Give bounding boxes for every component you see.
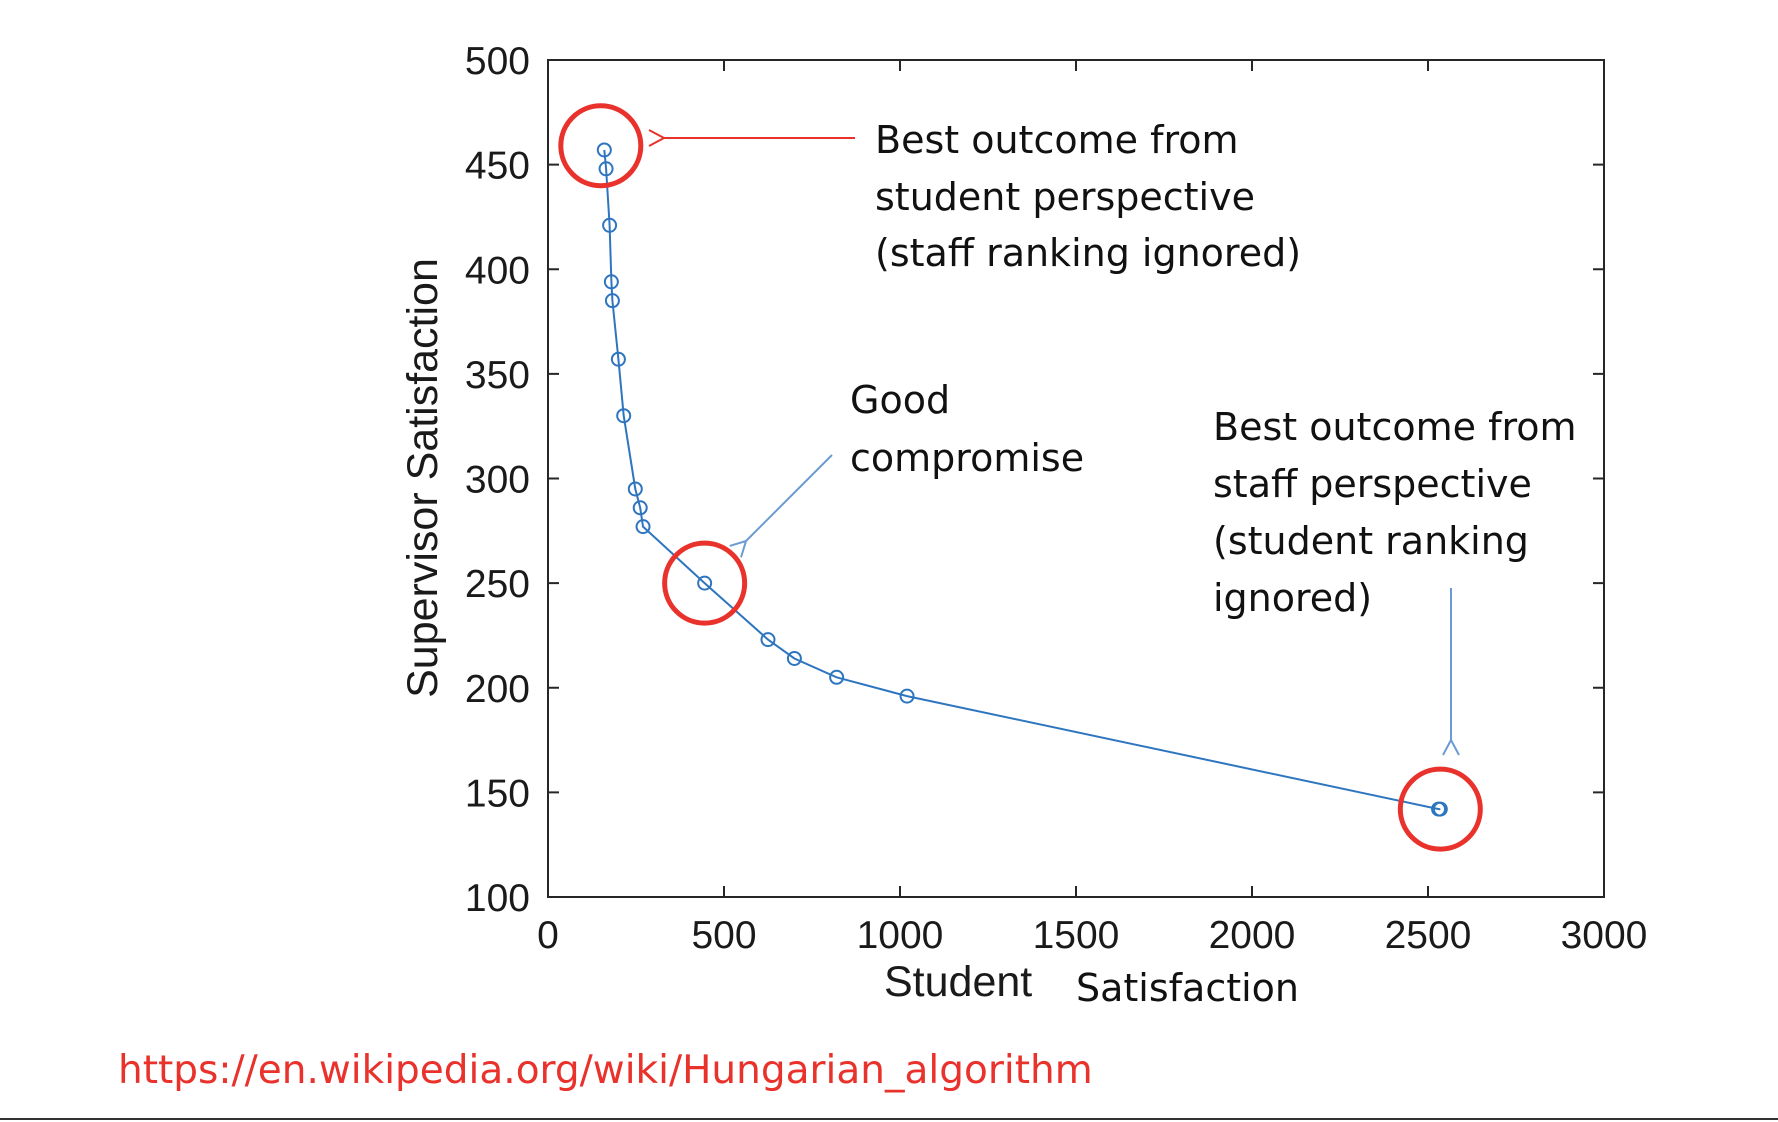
annotation-student-line-2: student perspective xyxy=(875,175,1255,219)
annotation-good-compromise: Good compromise xyxy=(729,378,1084,558)
data-point xyxy=(610,351,626,367)
data-point xyxy=(829,669,845,685)
annotation-compromise-line-2: compromise xyxy=(850,436,1084,480)
y-tick-label: 300 xyxy=(465,459,530,502)
data-point xyxy=(899,688,915,704)
data-series xyxy=(596,142,1448,817)
annotation-staff-line-4: ignored) xyxy=(1213,576,1372,620)
y-tick-label: 400 xyxy=(465,249,530,292)
x-tick-label: 500 xyxy=(691,914,756,957)
x-tick-label: 0 xyxy=(537,914,559,957)
bottom-divider xyxy=(0,1118,1778,1120)
highlight-circle xyxy=(1397,766,1483,852)
data-point xyxy=(632,500,648,516)
annotation-staff-perspective: Best outcome from staff perspective (stu… xyxy=(1213,405,1577,756)
annotation-compromise-line-1: Good xyxy=(850,378,950,422)
annotation-student-line-1: Best outcome from xyxy=(875,118,1239,162)
data-point xyxy=(598,161,614,177)
y-tick-label: 250 xyxy=(465,563,530,606)
highlight-circle xyxy=(558,103,644,189)
data-point xyxy=(616,408,632,424)
data-point xyxy=(786,650,802,666)
plot-area xyxy=(547,59,1605,898)
data-point xyxy=(627,481,643,497)
source-link[interactable]: https://en.wikipedia.org/wiki/Hungarian_… xyxy=(118,1048,1093,1093)
axis-ticks: 0 500 1000 1500 2000 2500 3000 100 150 200 250 300 3… xyxy=(465,40,1647,957)
highlight-circle xyxy=(662,540,748,626)
data-point xyxy=(596,142,612,158)
x-axis-title-part-1: Student xyxy=(884,958,1032,1006)
data-point xyxy=(604,293,620,309)
y-tick-label: 200 xyxy=(465,668,530,711)
x-tick-label: 2500 xyxy=(1385,914,1472,957)
x-tick-label: 1500 xyxy=(1033,914,1120,957)
annotation-staff-line-3: (student ranking xyxy=(1213,519,1529,563)
data-point xyxy=(603,274,619,290)
data-point xyxy=(697,575,713,591)
x-axis-title-part-2: Satisfaction xyxy=(1076,966,1299,1010)
data-point xyxy=(1432,801,1448,817)
data-point xyxy=(635,519,651,535)
y-tick-label: 150 xyxy=(465,772,530,815)
series-line xyxy=(603,149,1441,811)
y-tick-label: 350 xyxy=(465,354,530,397)
annotation-student-line-3: (staff ranking ignored) xyxy=(875,231,1301,275)
data-point xyxy=(760,632,776,648)
highlight-circles xyxy=(558,103,1483,852)
y-tick-label: 450 xyxy=(465,145,530,188)
annotation-staff-line-1: Best outcome from xyxy=(1213,405,1577,449)
y-axis-title: Supervisor Satisfaction xyxy=(399,258,447,698)
y-tick-label: 100 xyxy=(465,877,530,920)
annotation-student-perspective: Best outcome from student perspective (s… xyxy=(648,118,1301,275)
x-tick-label: 2000 xyxy=(1209,914,1296,957)
annotation-compromise-arrow xyxy=(729,454,833,558)
y-tick-label: 500 xyxy=(465,40,530,83)
annotation-staff-line-2: staff perspective xyxy=(1213,462,1532,506)
data-point xyxy=(602,217,618,233)
x-tick-label: 3000 xyxy=(1561,914,1648,957)
x-tick-label: 1000 xyxy=(857,914,944,957)
